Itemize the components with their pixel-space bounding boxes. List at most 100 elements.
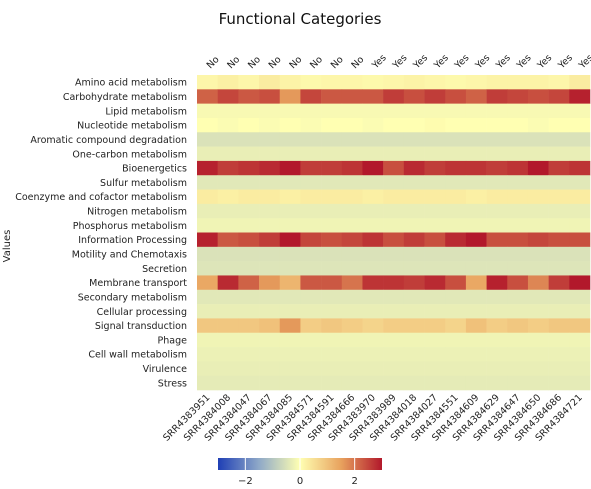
heatmap-cell	[424, 318, 446, 334]
row-label: Membrane transport	[89, 278, 187, 289]
heatmap-cell	[197, 318, 218, 334]
heatmap-cell	[300, 261, 322, 276]
heatmap-cell	[569, 232, 591, 248]
heatmap-cell	[279, 318, 301, 334]
heatmap-cell	[279, 117, 301, 133]
heatmap-cell	[424, 261, 446, 276]
heatmap-cell	[197, 89, 218, 104]
heatmap-cell	[486, 132, 508, 147]
heatmap-cell	[569, 304, 591, 319]
heatmap-cell	[445, 332, 467, 348]
heatmap-cell	[341, 218, 363, 233]
heatmap-cell	[424, 89, 446, 104]
heatmap-cell	[259, 275, 281, 291]
heatmap-cell	[383, 232, 405, 248]
heatmap-cell	[445, 189, 467, 205]
heatmap-cell	[238, 175, 260, 190]
heatmap-cell	[486, 361, 508, 376]
heatmap-cell	[279, 75, 301, 90]
heatmap-cell	[321, 160, 343, 176]
heatmap-cell	[403, 361, 425, 376]
heatmap-cell	[362, 203, 384, 219]
heatmap-cell	[279, 332, 301, 348]
heatmap-cell	[486, 75, 508, 90]
heatmap-cell	[424, 132, 446, 147]
heatmap-cell	[507, 304, 529, 319]
heatmap-cell	[259, 175, 281, 190]
heatmap-cell	[197, 275, 218, 291]
heatmap-cell	[569, 117, 591, 133]
heatmap-cell	[527, 218, 549, 233]
heatmap-cell	[465, 232, 487, 248]
heatmap-cell	[321, 189, 343, 205]
row-label: Amino acid metabolism	[75, 78, 187, 89]
heatmap-cell	[279, 246, 301, 262]
heatmap-cell	[341, 75, 363, 90]
heatmap-cell	[445, 160, 467, 176]
heatmap-cell	[238, 117, 260, 133]
heatmap-cell	[424, 160, 446, 176]
heatmap-cell	[217, 89, 239, 104]
heatmap-cell	[465, 275, 487, 291]
heatmap-cell	[341, 361, 363, 376]
heatmap-cell	[445, 318, 467, 334]
heatmap-cell	[217, 361, 239, 376]
heatmap-cell	[445, 261, 467, 276]
heatmap-cell	[300, 318, 322, 334]
heatmap-cell	[321, 103, 343, 119]
heatmap-cell	[217, 175, 239, 190]
heatmap-cell	[217, 232, 239, 248]
heatmap-cell	[445, 103, 467, 119]
heatmap-cell	[217, 146, 239, 162]
heatmap-cell	[507, 103, 529, 119]
heatmap-cell	[486, 304, 508, 319]
heatmap-cell	[238, 318, 260, 334]
heatmap-cell	[238, 332, 260, 348]
heatmap-cell	[424, 304, 446, 319]
heatmap-cell	[341, 232, 363, 248]
heatmap-cell	[300, 332, 322, 348]
heatmap-cell	[424, 246, 446, 262]
column-group-label: Yes	[432, 52, 451, 71]
heatmap-cell	[238, 232, 260, 248]
column-group-label: Yes	[556, 52, 575, 71]
heatmap-cell	[445, 289, 467, 305]
heatmap-cell	[217, 318, 239, 334]
heatmap-cell	[383, 103, 405, 119]
heatmap-cell	[341, 261, 363, 276]
heatmap-cell	[527, 75, 549, 90]
heatmap-cell	[465, 261, 487, 276]
heatmap-cell	[217, 117, 239, 133]
column-group-label: No	[225, 54, 242, 71]
heatmap-cell	[507, 75, 529, 90]
heatmap-cell	[445, 304, 467, 319]
heatmap-cell	[383, 132, 405, 147]
heatmap-cell	[197, 289, 218, 305]
heatmap-cell	[465, 117, 487, 133]
heatmap-cell	[321, 275, 343, 291]
heatmap-cell	[424, 375, 446, 391]
heatmap-cell	[507, 160, 529, 176]
heatmap-cell	[341, 146, 363, 162]
heatmap-cell	[300, 347, 322, 362]
heatmap-cell	[465, 146, 487, 162]
heatmap-cell	[424, 146, 446, 162]
heatmap-cell	[300, 203, 322, 219]
colorbar-legend: −2 0 2	[218, 458, 382, 487]
row-label: Lipid metabolism	[105, 106, 187, 117]
heatmap-cell	[548, 203, 570, 219]
heatmap-cell	[527, 117, 549, 133]
chart-title: Functional Categories	[218, 10, 382, 28]
heatmap-cell	[362, 89, 384, 104]
heatmap-cell	[383, 189, 405, 205]
heatmap-cell	[321, 318, 343, 334]
heatmap-cell	[403, 89, 425, 104]
column-labels: SRR4383951SRR4384008SRR4384047SRR4384067…	[161, 392, 585, 443]
heatmap-cell	[486, 203, 508, 219]
heatmap-cell	[341, 304, 363, 319]
heatmap-cell	[300, 361, 322, 376]
heatmap-cell	[362, 160, 384, 176]
row-label: Secretion	[142, 264, 187, 275]
heatmap-cell	[197, 232, 218, 248]
heatmap-cell	[486, 117, 508, 133]
